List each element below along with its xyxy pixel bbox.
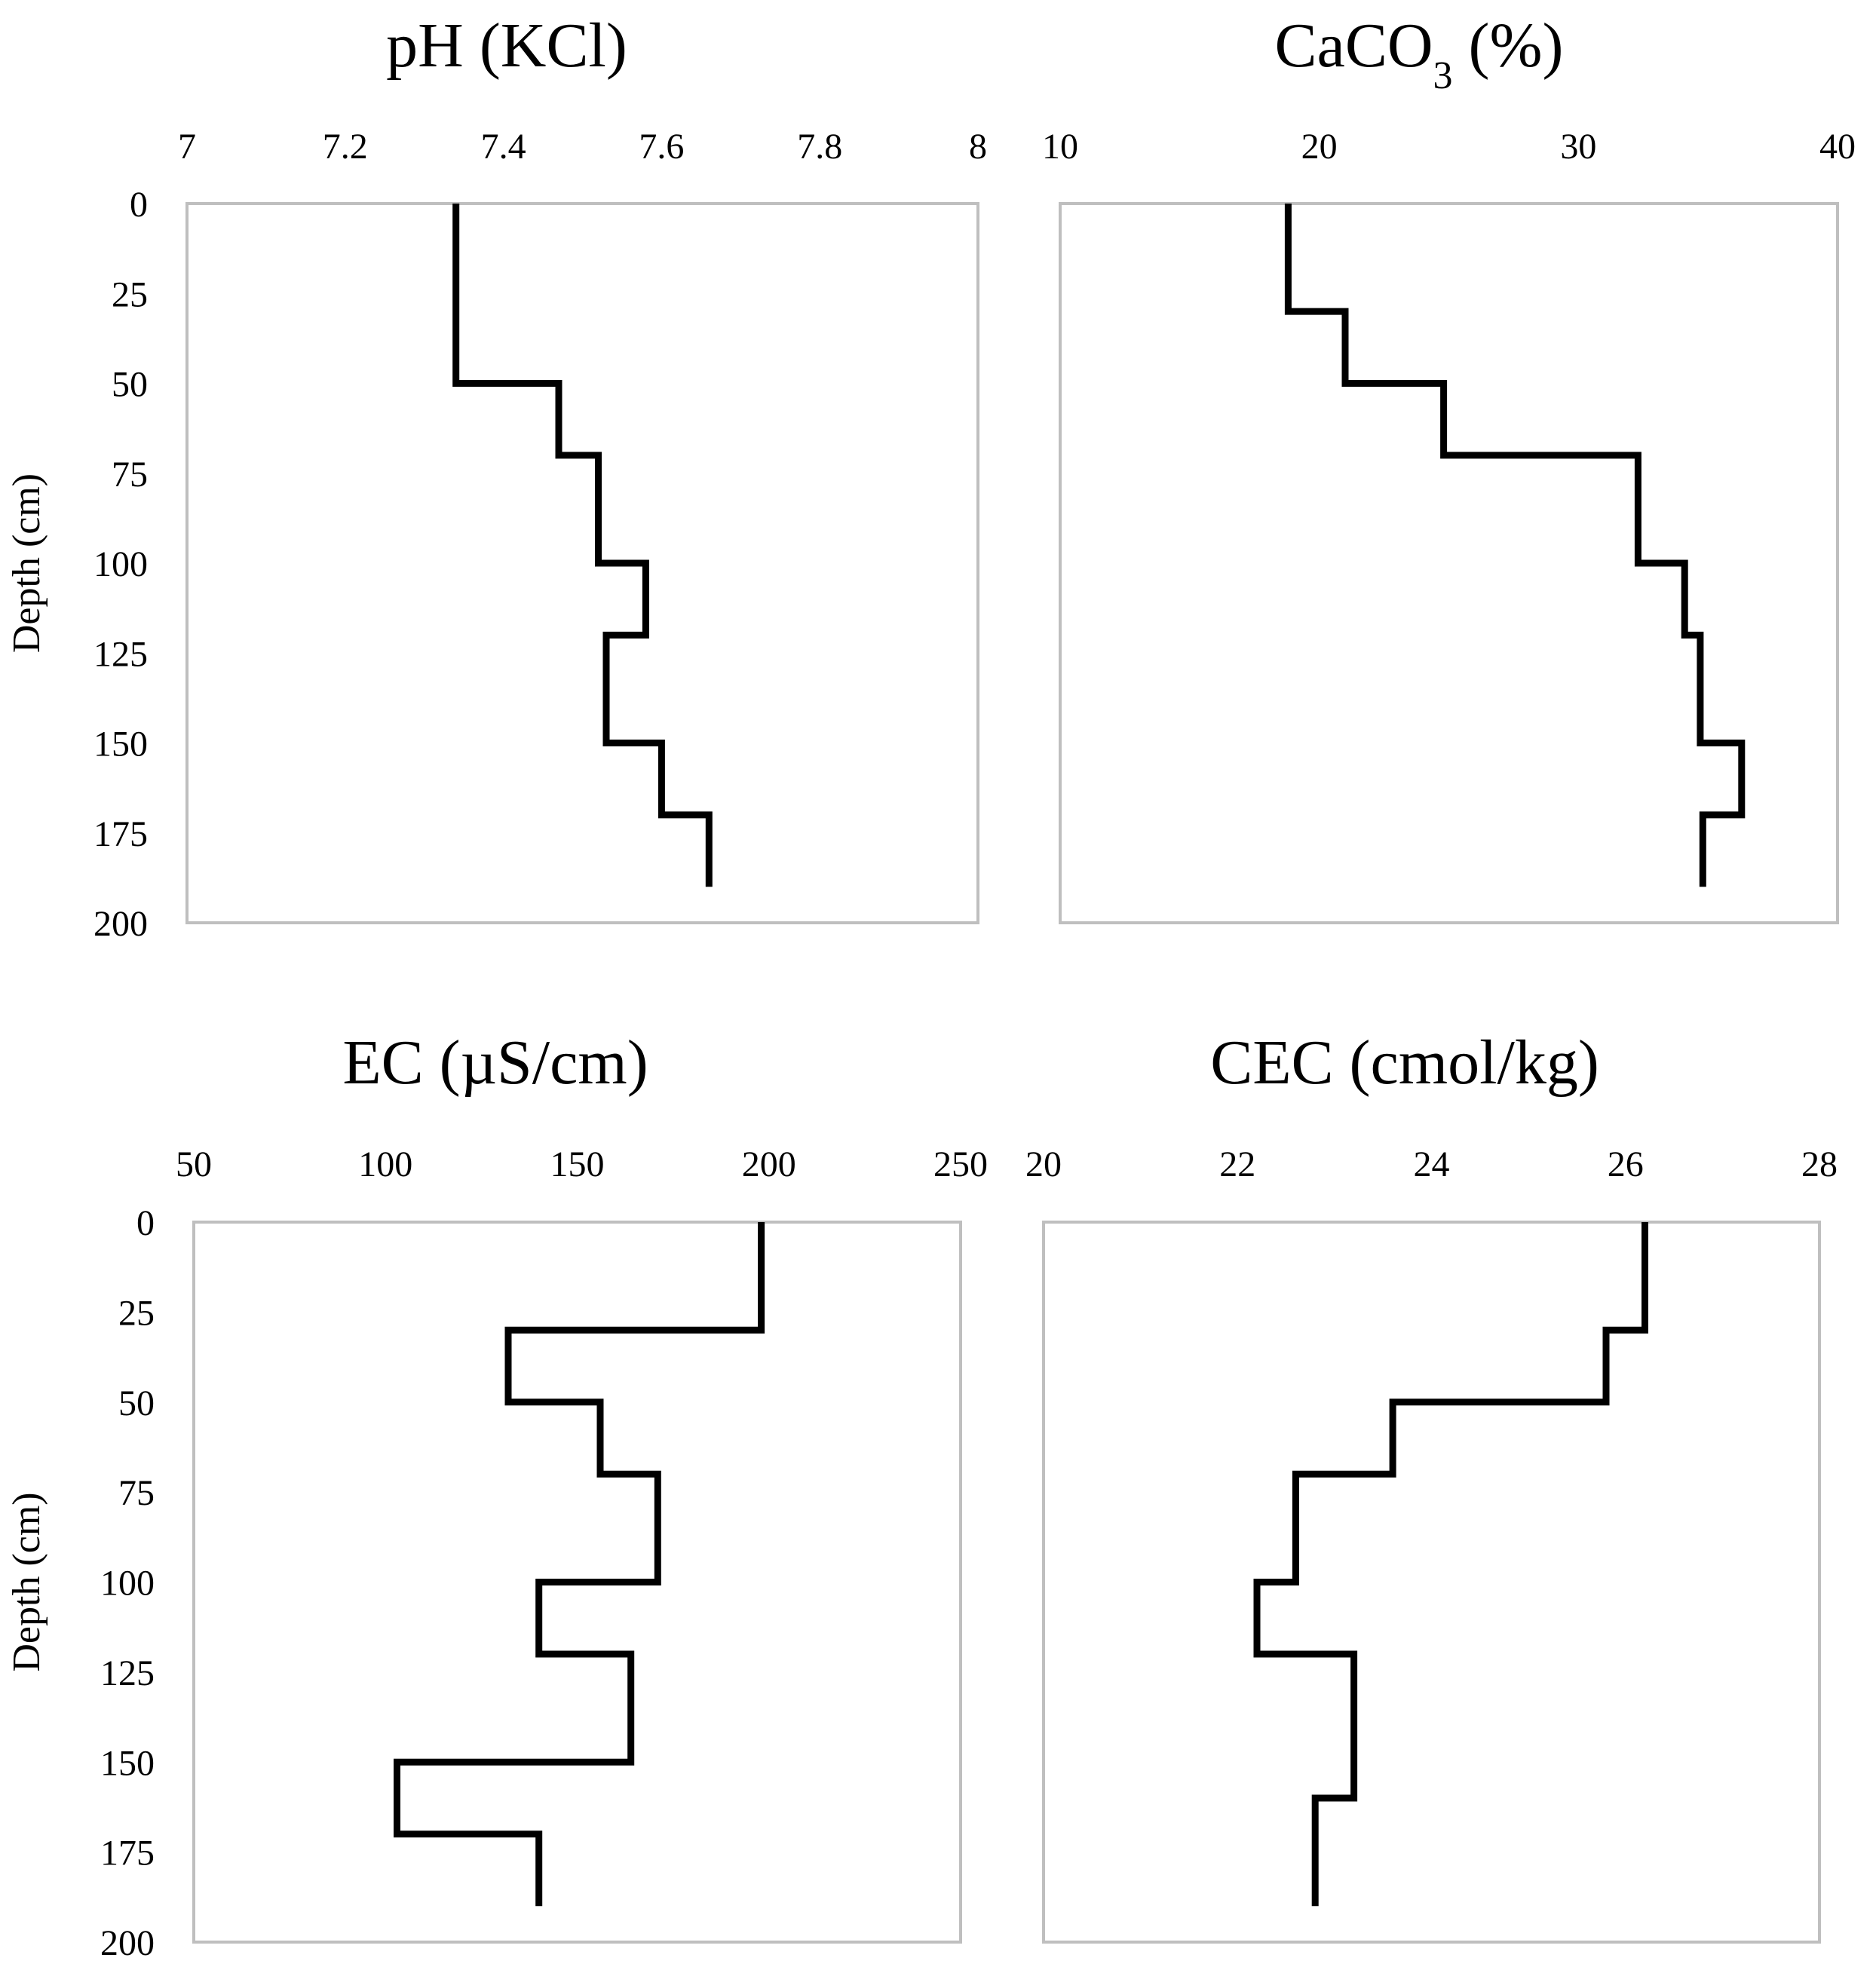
x-tick-label: 26 <box>1608 1144 1644 1184</box>
y-tick-label: 50 <box>112 365 148 405</box>
y-tick-label: 125 <box>100 1653 155 1693</box>
y-tick-label: 25 <box>112 274 148 314</box>
x-tick-label: 7.8 <box>797 127 842 167</box>
y-tick-label: 125 <box>93 634 148 674</box>
x-tick-label: 150 <box>550 1144 605 1184</box>
y-tick-label: 50 <box>118 1383 155 1423</box>
y-tick-label: 175 <box>93 814 148 854</box>
x-tick-label: 200 <box>742 1144 796 1184</box>
chart-title-subscript: 3 <box>1433 54 1453 97</box>
y-axis-label: Depth (cm) <box>5 473 48 653</box>
depth-profile-line <box>394 1222 765 1907</box>
chart-title-text: pH (KCl) <box>386 11 627 81</box>
y-tick-label: 150 <box>100 1743 155 1783</box>
plot-area-frame <box>192 1221 962 1944</box>
y-tick-label: 0 <box>136 1203 155 1243</box>
x-tick-label: 20 <box>1025 1144 1062 1184</box>
chart-panel-2: CaCO3 (%) 10 20 30 40 <box>1042 11 1856 924</box>
chart-title-text: CEC (cmol/kg) <box>1210 1028 1599 1098</box>
chart-title-text: (%) <box>1453 11 1564 81</box>
y-tick-label: 0 <box>130 185 148 225</box>
x-tick-label: 30 <box>1560 127 1596 167</box>
y-tick-label: 100 <box>100 1564 155 1604</box>
x-tick-label: 50 <box>176 1144 212 1184</box>
x-tick-label: 8 <box>969 127 987 167</box>
x-tick-label: 22 <box>1219 1144 1255 1184</box>
chart-title-text: EC (µS/cm) <box>342 1028 648 1098</box>
chart-panel-3: EC (µS/cm) 50 100 150 200 250 0 25 50 75 100 125 150… <box>5 1028 988 1963</box>
depth-profile-line <box>452 204 713 887</box>
x-tick-label: 250 <box>933 1144 988 1184</box>
y-tick-label: 150 <box>93 725 148 764</box>
chart-title: CaCO3 (%) <box>1275 11 1564 97</box>
y-tick-label: 200 <box>100 1923 155 1963</box>
y-tick-label: 75 <box>112 455 148 495</box>
depth-profile-line <box>1253 1222 1648 1907</box>
x-tick-label: 7 <box>178 127 196 167</box>
y-tick-label: 75 <box>118 1473 155 1513</box>
chart-panel-1: pH (KCl) 7 7.2 7.4 7.6 7.8 8 0 25 50 75 100 125 150 17… <box>5 11 987 944</box>
x-tick-label: 24 <box>1414 1144 1450 1184</box>
chart-title-text: CaCO <box>1275 11 1433 81</box>
x-tick-label: 100 <box>358 1144 412 1184</box>
y-tick-label: 200 <box>93 904 148 944</box>
y-tick-label: 100 <box>93 544 148 584</box>
x-tick-label: 40 <box>1819 127 1856 167</box>
depth-profile-line <box>1284 204 1746 887</box>
x-tick-label: 28 <box>1801 1144 1838 1184</box>
plot-area-frame <box>185 202 979 924</box>
plot-area-frame <box>1042 1221 1821 1944</box>
chart-title: pH (KCl) <box>386 11 627 81</box>
chart-title: CEC (cmol/kg) <box>1210 1028 1599 1098</box>
chart-panel-4: CEC (cmol/kg) 20 22 24 26 28 <box>1025 1028 1838 1944</box>
x-tick-label: 20 <box>1301 127 1338 167</box>
y-axis-label: Depth (cm) <box>5 1492 48 1671</box>
y-tick-label: 175 <box>100 1834 155 1873</box>
plot-area-frame <box>1059 202 1839 924</box>
x-tick-label: 7.4 <box>481 127 526 167</box>
chart-title: EC (µS/cm) <box>342 1028 648 1098</box>
x-tick-label: 7.2 <box>323 127 368 167</box>
x-tick-label: 10 <box>1042 127 1078 167</box>
y-tick-label: 25 <box>118 1293 155 1333</box>
x-tick-label: 7.6 <box>639 127 684 167</box>
